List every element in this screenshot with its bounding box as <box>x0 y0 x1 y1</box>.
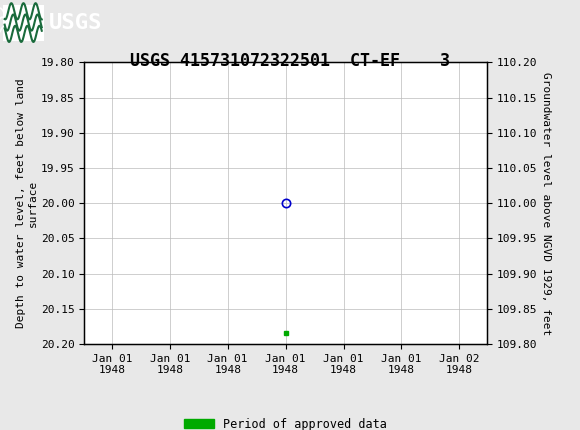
Y-axis label: Depth to water level, feet below land
surface: Depth to water level, feet below land su… <box>16 78 38 328</box>
Text: USGS 415731072322501  CT-EF    3: USGS 415731072322501 CT-EF 3 <box>130 52 450 71</box>
FancyBboxPatch shape <box>3 4 43 41</box>
Text: USGS: USGS <box>49 12 103 33</box>
Legend: Period of approved data: Period of approved data <box>180 413 392 430</box>
Y-axis label: Groundwater level above NGVD 1929, feet: Groundwater level above NGVD 1929, feet <box>541 71 552 335</box>
